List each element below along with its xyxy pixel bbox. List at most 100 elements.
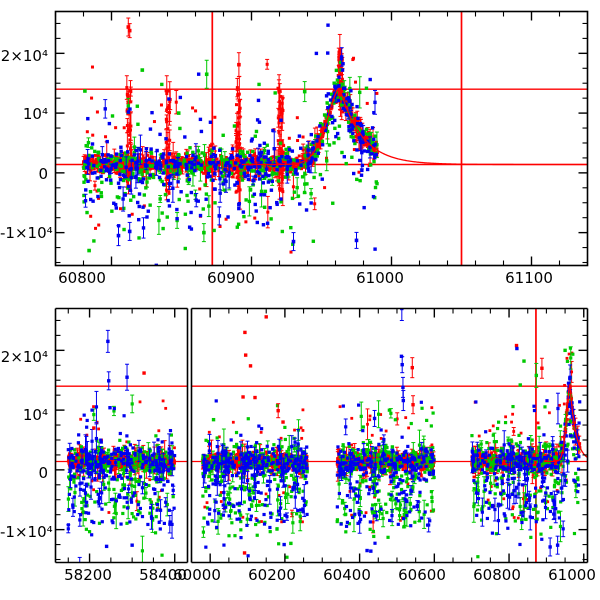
- data-point: [171, 159, 176, 163]
- data-point: [167, 156, 171, 160]
- data-point: [166, 165, 170, 169]
- data-point: [127, 28, 132, 33]
- data-point: [160, 179, 164, 184]
- data-point: [246, 173, 250, 178]
- data-point: [331, 97, 335, 101]
- data-point: [362, 143, 366, 147]
- data-point: [238, 188, 242, 192]
- data-point: [137, 217, 141, 222]
- data-point: [154, 263, 159, 266]
- data-point: [93, 161, 97, 165]
- data-point: [301, 135, 305, 139]
- data-point: [93, 171, 97, 175]
- data-point: [326, 92, 330, 96]
- data-point: [123, 461, 127, 465]
- data-point: [184, 154, 189, 159]
- data-point: [185, 166, 189, 170]
- data-point: [326, 51, 330, 55]
- data-point: [93, 149, 97, 154]
- data-point: [257, 165, 262, 169]
- data-point: [160, 553, 164, 557]
- data-point: [284, 147, 288, 152]
- data-point: [93, 500, 97, 504]
- data-point: [165, 108, 169, 112]
- data-point: [227, 171, 231, 175]
- data-point: [340, 150, 344, 155]
- data-point: [178, 171, 182, 175]
- data-point: [147, 157, 152, 162]
- data-point: [104, 169, 108, 173]
- data-point: [309, 192, 313, 196]
- data-point: [125, 169, 129, 173]
- data-point: [113, 501, 117, 505]
- data-point: [193, 193, 198, 197]
- data-point: [299, 167, 303, 171]
- data-point: [192, 162, 197, 167]
- data-point: [322, 131, 326, 135]
- data-point: [168, 158, 173, 163]
- data-point: [150, 159, 154, 163]
- data-point: [372, 159, 376, 164]
- data-point: [257, 174, 261, 178]
- data-point: [261, 223, 266, 227]
- data-point: [97, 223, 101, 227]
- data-point: [297, 134, 302, 138]
- data-point: [282, 144, 286, 148]
- data-point: [290, 149, 295, 153]
- data-point: [140, 180, 145, 185]
- data-point: [138, 148, 143, 152]
- data-point: [314, 51, 319, 56]
- data-point: [201, 161, 205, 165]
- data-point: [145, 215, 149, 219]
- data-point: [237, 110, 241, 114]
- data-point: [209, 178, 214, 182]
- data-point: [250, 154, 254, 158]
- data-point: [85, 130, 89, 134]
- data-point: [172, 155, 176, 159]
- data-point: [106, 464, 110, 468]
- data-point: [247, 168, 251, 172]
- data-point: [373, 155, 377, 160]
- data-point: [90, 142, 95, 146]
- top-xtick-60800: 60800: [58, 269, 106, 287]
- data-point: [232, 172, 236, 176]
- data-point: [140, 68, 145, 72]
- data-point: [67, 459, 71, 463]
- data-point: [125, 86, 129, 90]
- data-point: [128, 107, 132, 111]
- data-point: [233, 163, 237, 167]
- data-point: [168, 174, 172, 178]
- data-point: [145, 468, 149, 472]
- data-point: [95, 164, 99, 168]
- data-point: [275, 202, 279, 207]
- data-point: [161, 152, 166, 156]
- data-point: [346, 113, 350, 117]
- data-point: [148, 127, 153, 131]
- data-point: [234, 140, 238, 144]
- data-point: [144, 491, 148, 495]
- data-point: [262, 205, 267, 209]
- data-point: [372, 137, 376, 141]
- data-point: [253, 134, 258, 138]
- data-point: [279, 118, 283, 122]
- data-point: [358, 90, 362, 95]
- data-point: [163, 192, 168, 197]
- data-point: [145, 153, 149, 157]
- data-point: [79, 417, 83, 421]
- data-point: [349, 89, 353, 93]
- data-point: [237, 62, 241, 67]
- data-point: [144, 186, 148, 190]
- data-point: [340, 68, 345, 72]
- data-point: [165, 502, 169, 507]
- data-point: [279, 152, 283, 156]
- data-point: [251, 194, 255, 198]
- data-point: [328, 98, 333, 102]
- data-point: [200, 151, 204, 155]
- data-point: [156, 452, 160, 456]
- data-point: [348, 86, 352, 91]
- data-point: [228, 164, 232, 168]
- data-point: [265, 221, 270, 225]
- data-point: [175, 217, 179, 221]
- data-point: [88, 162, 93, 166]
- data-point: [253, 216, 257, 220]
